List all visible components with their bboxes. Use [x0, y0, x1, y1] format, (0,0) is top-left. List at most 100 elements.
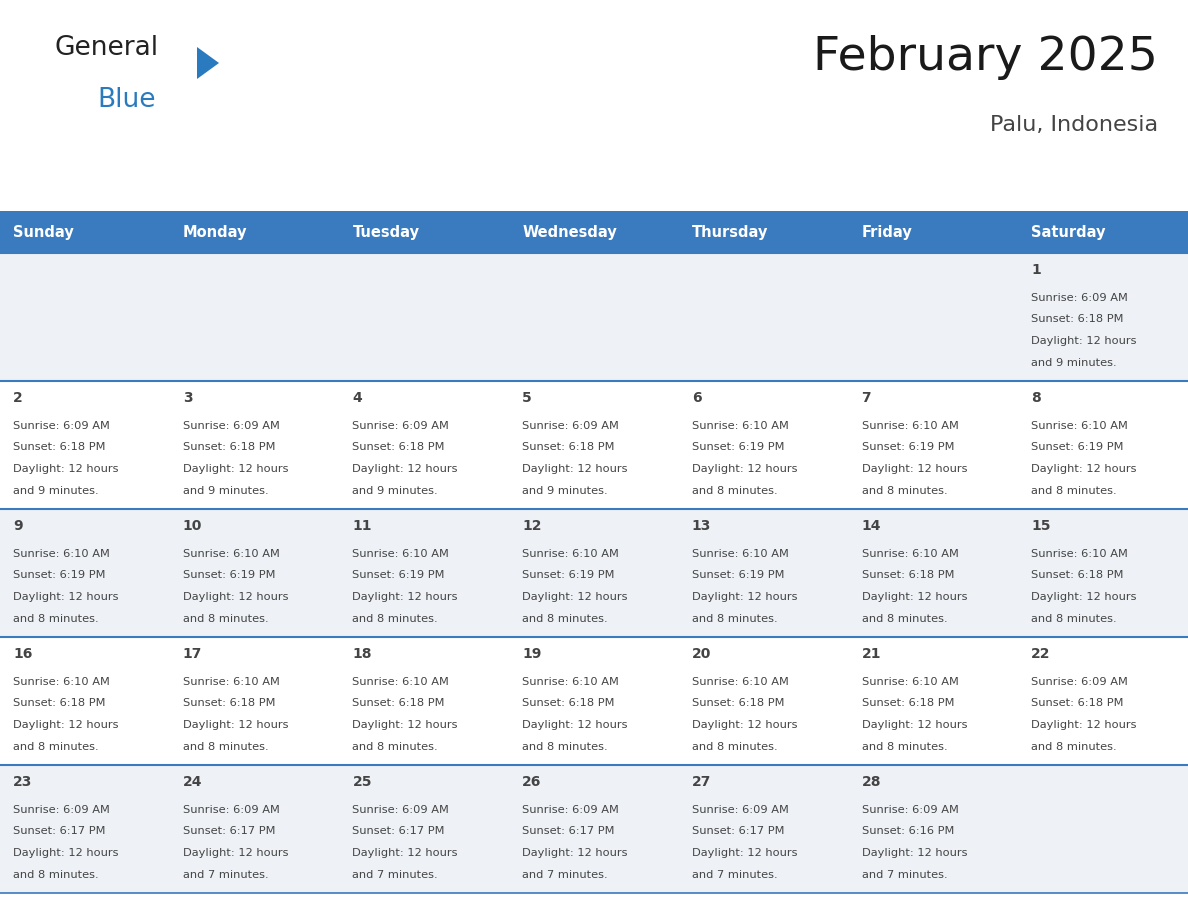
Text: and 7 minutes.: and 7 minutes.: [353, 869, 438, 879]
Text: Sunset: 6:19 PM: Sunset: 6:19 PM: [523, 570, 614, 580]
Text: Daylight: 12 hours: Daylight: 12 hours: [1031, 592, 1137, 602]
Text: Friday: Friday: [861, 225, 912, 240]
Text: Sunset: 6:17 PM: Sunset: 6:17 PM: [183, 826, 276, 836]
Text: Sunset: 6:18 PM: Sunset: 6:18 PM: [1031, 699, 1124, 709]
Text: Daylight: 12 hours: Daylight: 12 hours: [353, 464, 457, 474]
Text: and 7 minutes.: and 7 minutes.: [861, 869, 947, 879]
Text: Sunset: 6:19 PM: Sunset: 6:19 PM: [183, 570, 276, 580]
Text: Sunrise: 6:10 AM: Sunrise: 6:10 AM: [861, 677, 959, 687]
Text: Daylight: 12 hours: Daylight: 12 hours: [13, 592, 119, 602]
Text: 2: 2: [13, 391, 23, 405]
Text: and 7 minutes.: and 7 minutes.: [523, 869, 608, 879]
Text: and 9 minutes.: and 9 minutes.: [1031, 357, 1117, 367]
Text: Daylight: 12 hours: Daylight: 12 hours: [523, 720, 627, 730]
Text: Daylight: 12 hours: Daylight: 12 hours: [13, 848, 119, 858]
Text: Sunrise: 6:09 AM: Sunrise: 6:09 AM: [13, 805, 109, 815]
Text: Daylight: 12 hours: Daylight: 12 hours: [13, 464, 119, 474]
Text: Sunrise: 6:10 AM: Sunrise: 6:10 AM: [183, 677, 279, 687]
Text: 22: 22: [1031, 647, 1050, 661]
Text: Sunset: 6:19 PM: Sunset: 6:19 PM: [353, 570, 446, 580]
Bar: [1018, 211, 1188, 253]
Text: Sunrise: 6:09 AM: Sunrise: 6:09 AM: [13, 421, 109, 431]
Text: 17: 17: [183, 647, 202, 661]
Text: Sunset: 6:18 PM: Sunset: 6:18 PM: [13, 442, 106, 453]
Text: and 8 minutes.: and 8 minutes.: [691, 742, 777, 752]
Text: Daylight: 12 hours: Daylight: 12 hours: [183, 592, 289, 602]
Text: Sunset: 6:18 PM: Sunset: 6:18 PM: [13, 699, 106, 709]
Text: Sunrise: 6:09 AM: Sunrise: 6:09 AM: [183, 805, 279, 815]
Bar: [0, 253, 1188, 381]
Text: Daylight: 12 hours: Daylight: 12 hours: [13, 720, 119, 730]
Text: Sunset: 6:17 PM: Sunset: 6:17 PM: [691, 826, 784, 836]
Text: Daylight: 12 hours: Daylight: 12 hours: [183, 464, 289, 474]
Text: Daylight: 12 hours: Daylight: 12 hours: [691, 464, 797, 474]
Text: Daylight: 12 hours: Daylight: 12 hours: [1031, 336, 1137, 346]
Text: Daylight: 12 hours: Daylight: 12 hours: [691, 592, 797, 602]
Text: and 8 minutes.: and 8 minutes.: [1031, 613, 1117, 623]
Text: Sunrise: 6:09 AM: Sunrise: 6:09 AM: [691, 805, 789, 815]
Text: General: General: [55, 35, 159, 61]
Text: Sunset: 6:19 PM: Sunset: 6:19 PM: [1031, 442, 1124, 453]
Text: Sunrise: 6:09 AM: Sunrise: 6:09 AM: [523, 805, 619, 815]
Text: 9: 9: [13, 519, 23, 533]
Bar: [340, 211, 510, 253]
Bar: [170, 211, 340, 253]
Text: and 9 minutes.: and 9 minutes.: [353, 486, 438, 496]
Text: Daylight: 12 hours: Daylight: 12 hours: [183, 720, 289, 730]
Text: and 8 minutes.: and 8 minutes.: [691, 486, 777, 496]
Text: Daylight: 12 hours: Daylight: 12 hours: [353, 848, 457, 858]
Text: Saturday: Saturday: [1031, 225, 1106, 240]
Text: Sunset: 6:18 PM: Sunset: 6:18 PM: [353, 699, 446, 709]
Text: 18: 18: [353, 647, 372, 661]
Bar: [678, 211, 848, 253]
Text: Sunrise: 6:10 AM: Sunrise: 6:10 AM: [353, 677, 449, 687]
Text: Sunset: 6:19 PM: Sunset: 6:19 PM: [691, 570, 784, 580]
Text: and 9 minutes.: and 9 minutes.: [183, 486, 268, 496]
Text: 5: 5: [523, 391, 532, 405]
Text: 8: 8: [1031, 391, 1041, 405]
Text: 12: 12: [523, 519, 542, 533]
Text: and 8 minutes.: and 8 minutes.: [1031, 742, 1117, 752]
Text: Blue: Blue: [97, 87, 156, 113]
Text: Wednesday: Wednesday: [523, 225, 617, 240]
Bar: [0, 765, 1188, 893]
Text: Thursday: Thursday: [691, 225, 769, 240]
Text: and 7 minutes.: and 7 minutes.: [183, 869, 268, 879]
Text: Sunrise: 6:09 AM: Sunrise: 6:09 AM: [523, 421, 619, 431]
Text: 21: 21: [861, 647, 881, 661]
Text: Sunset: 6:17 PM: Sunset: 6:17 PM: [353, 826, 446, 836]
Text: 6: 6: [691, 391, 701, 405]
Text: Sunset: 6:19 PM: Sunset: 6:19 PM: [13, 570, 106, 580]
Text: and 8 minutes.: and 8 minutes.: [183, 613, 268, 623]
Text: Sunrise: 6:10 AM: Sunrise: 6:10 AM: [861, 549, 959, 559]
Text: Sunrise: 6:10 AM: Sunrise: 6:10 AM: [861, 421, 959, 431]
Text: Sunset: 6:18 PM: Sunset: 6:18 PM: [183, 699, 276, 709]
Text: 28: 28: [861, 775, 881, 789]
Text: Sunset: 6:18 PM: Sunset: 6:18 PM: [691, 699, 784, 709]
Bar: [510, 211, 678, 253]
Text: and 8 minutes.: and 8 minutes.: [523, 613, 608, 623]
Text: 14: 14: [861, 519, 881, 533]
Text: Daylight: 12 hours: Daylight: 12 hours: [861, 848, 967, 858]
Text: Daylight: 12 hours: Daylight: 12 hours: [1031, 720, 1137, 730]
Text: February 2025: February 2025: [813, 35, 1158, 80]
Text: Sunrise: 6:10 AM: Sunrise: 6:10 AM: [353, 549, 449, 559]
Text: and 8 minutes.: and 8 minutes.: [13, 742, 99, 752]
Text: and 8 minutes.: and 8 minutes.: [861, 486, 947, 496]
Text: Sunrise: 6:10 AM: Sunrise: 6:10 AM: [523, 677, 619, 687]
Text: Daylight: 12 hours: Daylight: 12 hours: [1031, 464, 1137, 474]
Text: Daylight: 12 hours: Daylight: 12 hours: [523, 464, 627, 474]
Text: 15: 15: [1031, 519, 1050, 533]
Text: Daylight: 12 hours: Daylight: 12 hours: [353, 720, 457, 730]
Text: and 8 minutes.: and 8 minutes.: [353, 613, 438, 623]
Text: Sunset: 6:19 PM: Sunset: 6:19 PM: [691, 442, 784, 453]
Text: 7: 7: [861, 391, 871, 405]
Text: Sunset: 6:16 PM: Sunset: 6:16 PM: [861, 826, 954, 836]
Text: Sunset: 6:17 PM: Sunset: 6:17 PM: [523, 826, 614, 836]
Text: and 8 minutes.: and 8 minutes.: [183, 742, 268, 752]
Text: Sunday: Sunday: [13, 225, 74, 240]
Text: 25: 25: [353, 775, 372, 789]
Text: and 9 minutes.: and 9 minutes.: [523, 486, 608, 496]
Text: Sunset: 6:18 PM: Sunset: 6:18 PM: [353, 442, 446, 453]
Text: and 8 minutes.: and 8 minutes.: [691, 613, 777, 623]
